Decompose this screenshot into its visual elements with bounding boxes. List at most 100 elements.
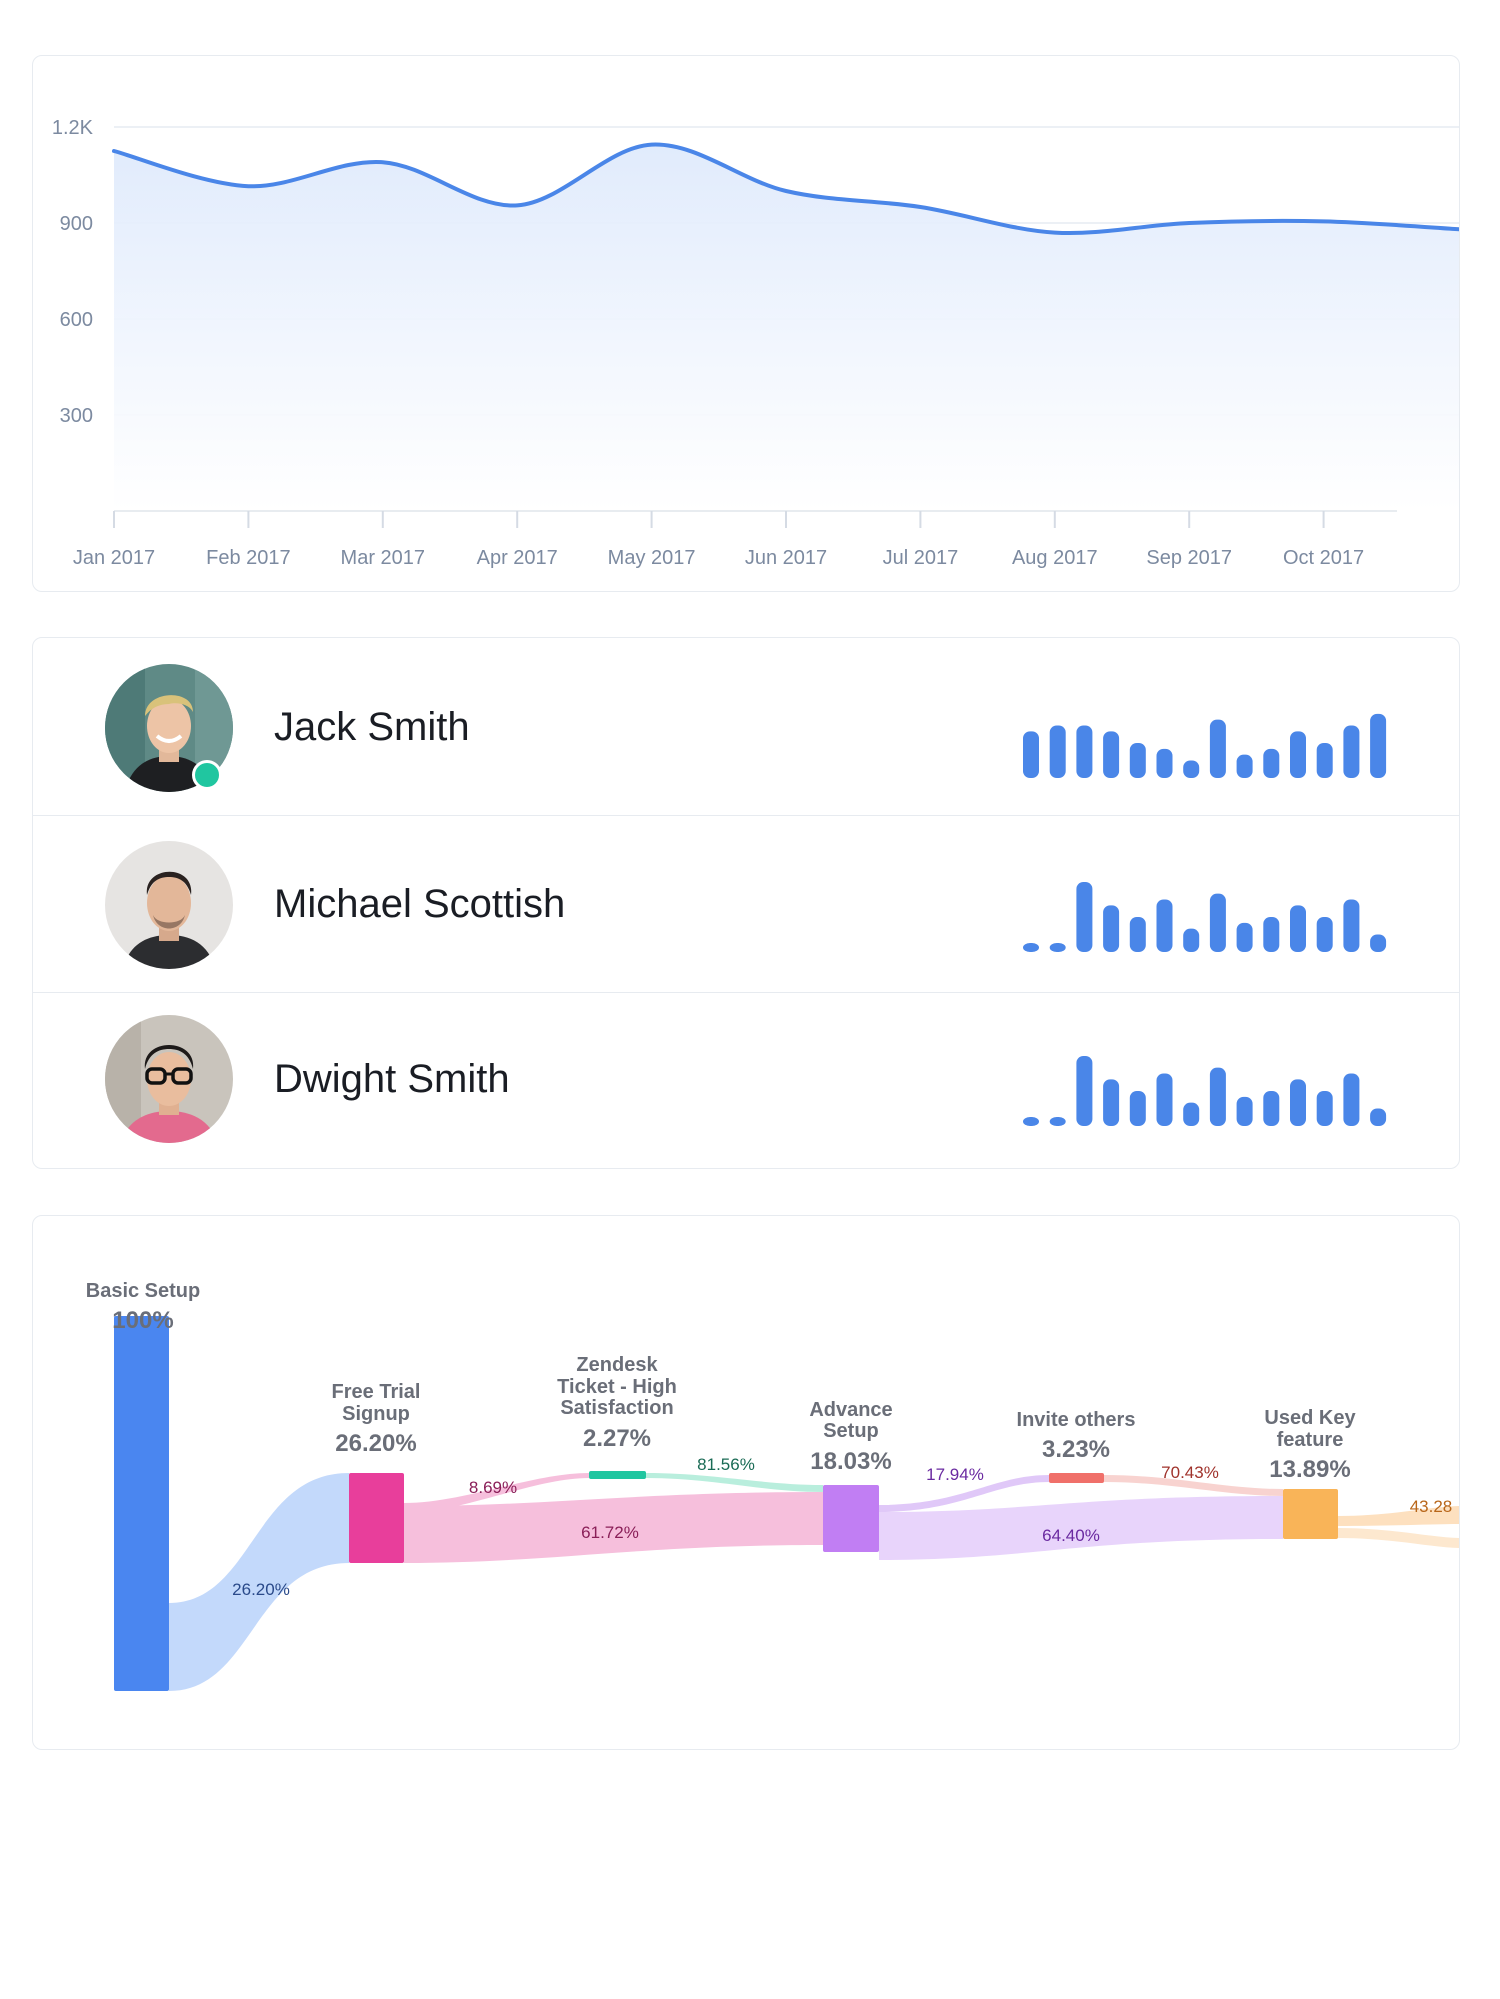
- funnel-label-free-trial-1: Free Trial: [332, 1381, 421, 1403]
- x-tick-label: Sep 2017: [1146, 547, 1232, 569]
- flow-basic-to-trial: [169, 1473, 349, 1691]
- funnel-value-used: 13.89%: [1269, 1456, 1350, 1483]
- funnel-label-zendesk-2: Ticket - High: [557, 1376, 677, 1398]
- x-tick-label: Aug 2017: [1012, 547, 1098, 569]
- activity-bar: [1343, 899, 1360, 952]
- user-row[interactable]: Michael Scottish: [33, 815, 1459, 992]
- activity-bar: [1290, 1079, 1306, 1126]
- funnel-label-zendesk-1: Zendesk: [576, 1354, 658, 1376]
- funnel-sankey-card: Basic Setup 100% Free Trial Signup 26.20…: [32, 1215, 1460, 1750]
- x-tick-label: Jan 2017: [73, 547, 155, 569]
- flow-label-advance-to-invite: 17.94%: [926, 1465, 984, 1484]
- user-activity-list: Jack Smith Michael Scottish: [32, 637, 1460, 1169]
- user-name[interactable]: Jack Smith: [274, 705, 470, 749]
- funnel-label-used-1: Used Key: [1264, 1407, 1356, 1429]
- activity-bar: [1076, 725, 1093, 778]
- activity-bar: [1343, 725, 1360, 778]
- series-line: [112, 142, 1459, 236]
- funnel-node-invite-others[interactable]: [1049, 1473, 1104, 1483]
- funnel-value-zendesk: 2.27%: [583, 1425, 651, 1452]
- activity-bar: [1023, 731, 1039, 778]
- activity-bar: [1209, 719, 1226, 778]
- activity-bar: [1183, 1102, 1200, 1126]
- y-tick-label: 600: [60, 309, 93, 331]
- activity-bar: [1236, 922, 1253, 952]
- user-row[interactable]: Jack Smith: [33, 638, 1459, 815]
- activity-bar: [1049, 943, 1066, 952]
- activity-bar: [1023, 1117, 1039, 1126]
- activity-bar: [1290, 905, 1306, 952]
- activity-bar: [1263, 917, 1280, 952]
- funnel-label-invite: Invite others: [1017, 1409, 1136, 1431]
- avatar[interactable]: [105, 841, 233, 969]
- funnel-node-advance-setup[interactable]: [823, 1485, 879, 1552]
- flow-label-invite-to-used: 70.43%: [1161, 1463, 1219, 1482]
- y-tick-label: 900: [60, 213, 93, 235]
- activity-bar: [1316, 917, 1333, 952]
- flow-label-advance-to-used: 64.40%: [1042, 1526, 1100, 1545]
- flow-used-out: [1338, 1506, 1459, 1526]
- activity-bar: [1129, 917, 1146, 952]
- x-tick-label: Feb 2017: [206, 547, 291, 569]
- flow-label-trial-to-zendesk: 8.69%: [469, 1478, 517, 1497]
- x-tick-label: Oct 2017: [1283, 547, 1364, 569]
- flow-used-out-2: [1338, 1528, 1459, 1548]
- funnel-label-zendesk-3: Satisfaction: [560, 1397, 673, 1419]
- activity-bar: [1156, 899, 1173, 952]
- flow-label-zendesk-to-advance: 81.56%: [697, 1455, 755, 1474]
- activity-bar: [1316, 743, 1333, 778]
- flow-trial-to-zendesk: [404, 1473, 589, 1513]
- x-tick-label: Jul 2017: [883, 547, 959, 569]
- activity-bar: [1103, 905, 1120, 952]
- user-row[interactable]: Dwight Smith: [33, 992, 1459, 1168]
- flow-label-basic-to-trial: 26.20%: [232, 1580, 290, 1599]
- x-tick-label: Jun 2017: [745, 547, 827, 569]
- activity-bar: [1370, 934, 1387, 952]
- activity-bar: [1049, 725, 1066, 778]
- activity-bar: [1023, 943, 1039, 952]
- flow-label-used-out: 43.28: [1410, 1497, 1453, 1516]
- funnel-node-basic-setup[interactable]: [114, 1316, 169, 1691]
- activity-bar: [1129, 1091, 1146, 1126]
- flow-advance-to-invite: [879, 1475, 1049, 1512]
- avatar[interactable]: [105, 1015, 233, 1143]
- funnel-label-advance-2: Setup: [823, 1420, 879, 1442]
- activity-bar: [1236, 1096, 1253, 1126]
- funnel-value-advance: 18.03%: [810, 1448, 891, 1475]
- area-line-chart: 1.2K 900 600 300 Jan 2017 Feb 2017 Mar 2017 Apr…: [52, 117, 1459, 569]
- activity-sparkline: [1023, 882, 1387, 952]
- activity-sparkline: [1023, 713, 1387, 778]
- activity-bar: [1236, 754, 1253, 778]
- funnel-value-free-trial: 26.20%: [335, 1430, 416, 1457]
- flow-invite-to-used: [1104, 1475, 1283, 1496]
- funnel-label-free-trial-2: Signup: [342, 1403, 410, 1425]
- traffic-chart-card: 1.2K 900 600 300 Jan 2017 Feb 2017 Mar 2017 Apr…: [32, 55, 1460, 592]
- flow-label-trial-to-advance: 61.72%: [581, 1523, 639, 1542]
- activity-bar: [1183, 760, 1200, 778]
- flow-advance-to-used: [879, 1496, 1283, 1560]
- x-tick-label: May 2017: [608, 547, 696, 569]
- activity-bar: [1290, 731, 1306, 778]
- activity-bar: [1156, 1073, 1173, 1126]
- activity-bar: [1263, 748, 1280, 778]
- activity-bar: [1156, 748, 1173, 778]
- user-name[interactable]: Dwight Smith: [274, 1057, 510, 1101]
- activity-bar: [1370, 713, 1387, 778]
- x-tick-label: Apr 2017: [477, 547, 558, 569]
- funnel-node-used-key[interactable]: [1283, 1489, 1338, 1539]
- area-fill: [114, 144, 1459, 511]
- funnel-node-free-trial[interactable]: [349, 1473, 404, 1563]
- activity-bar: [1263, 1091, 1280, 1126]
- x-tick-label: Mar 2017: [341, 547, 426, 569]
- funnel-label-advance-1: Advance: [809, 1399, 892, 1421]
- funnel-node-zendesk[interactable]: [589, 1471, 646, 1479]
- funnel-label-used-2: feature: [1277, 1429, 1344, 1451]
- activity-sparkline: [1023, 1056, 1387, 1126]
- activity-bar: [1129, 743, 1146, 778]
- activity-bar: [1183, 928, 1200, 952]
- online-status-icon: [192, 760, 222, 790]
- y-tick-label: 1.2K: [52, 117, 94, 139]
- funnel-value-invite: 3.23%: [1042, 1436, 1110, 1463]
- activity-bar: [1209, 893, 1226, 952]
- user-name[interactable]: Michael Scottish: [274, 882, 566, 926]
